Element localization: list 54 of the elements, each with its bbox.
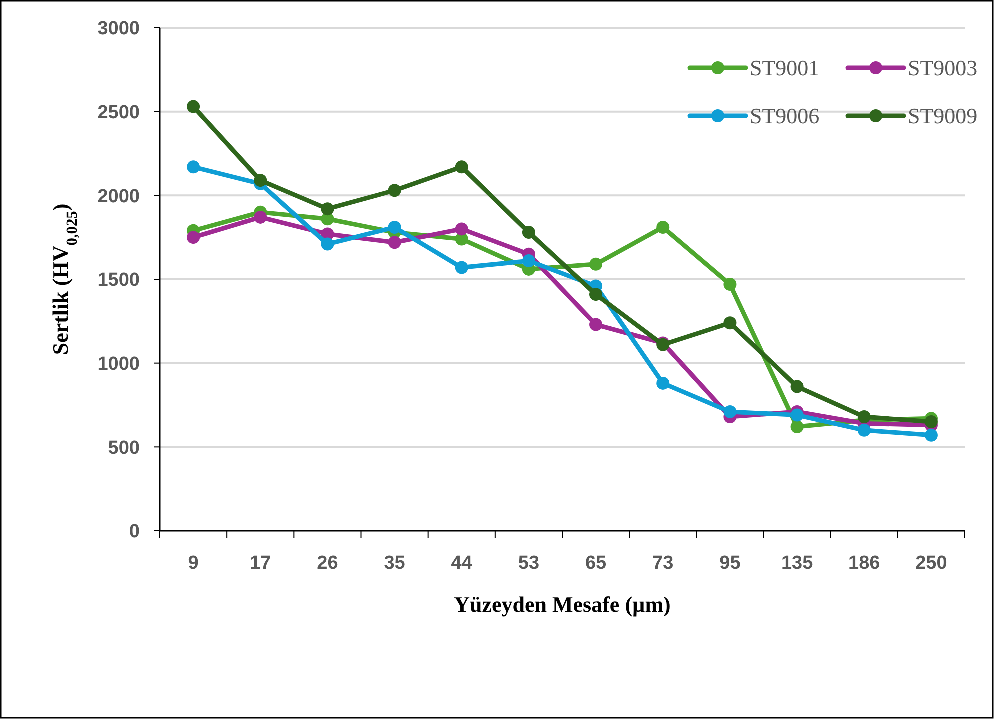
y-tick-label: 1500 bbox=[98, 270, 140, 292]
x-tick-label: 65 bbox=[585, 553, 608, 574]
point bbox=[455, 261, 468, 274]
point bbox=[388, 184, 402, 198]
point bbox=[858, 410, 871, 424]
point bbox=[187, 160, 200, 174]
point bbox=[321, 238, 334, 251]
legend-label: ST9001 bbox=[750, 56, 820, 81]
legend-label: ST9009 bbox=[908, 104, 978, 129]
point bbox=[187, 231, 200, 244]
point bbox=[790, 420, 804, 434]
legend-label: ST9003 bbox=[908, 56, 978, 81]
point bbox=[455, 160, 468, 174]
x-tick-label: 9 bbox=[188, 553, 199, 574]
x-tick-label: 26 bbox=[317, 553, 338, 574]
x-tick-label: 73 bbox=[652, 553, 674, 574]
point bbox=[656, 221, 670, 234]
y-tick-label: 500 bbox=[108, 438, 140, 459]
point bbox=[254, 210, 268, 224]
point bbox=[724, 405, 737, 418]
x-axis-title: Yüzeyden Mesafe (µm) bbox=[454, 592, 671, 617]
point bbox=[590, 288, 603, 302]
y-tick-label: 2000 bbox=[98, 186, 140, 208]
point bbox=[522, 254, 536, 268]
point bbox=[522, 226, 536, 240]
point bbox=[187, 100, 200, 114]
point bbox=[724, 316, 737, 330]
point bbox=[388, 221, 402, 234]
x-tick-label: 135 bbox=[781, 553, 814, 574]
point bbox=[254, 174, 268, 188]
y-tick-label: 1000 bbox=[98, 354, 140, 375]
point bbox=[321, 202, 334, 216]
point bbox=[924, 416, 938, 429]
x-tick-label: 250 bbox=[916, 553, 948, 574]
point bbox=[724, 278, 737, 292]
point bbox=[656, 376, 670, 390]
point bbox=[388, 236, 402, 250]
point bbox=[924, 428, 938, 442]
x-tick-label: 53 bbox=[518, 553, 540, 574]
point bbox=[790, 380, 804, 394]
x-tick-label: 17 bbox=[250, 553, 272, 574]
x-tick-label: 95 bbox=[720, 553, 742, 574]
x-tick-label: 186 bbox=[848, 553, 880, 574]
x-tick-label: 35 bbox=[384, 553, 406, 574]
point bbox=[858, 424, 871, 437]
point bbox=[455, 222, 468, 236]
point bbox=[590, 318, 603, 332]
y-tick-label: 2500 bbox=[98, 102, 140, 124]
x-tick-label: 44 bbox=[451, 553, 473, 574]
point bbox=[790, 408, 804, 422]
legend-label: ST9006 bbox=[750, 104, 820, 129]
y-tick-label: 0 bbox=[129, 522, 140, 543]
y-tick-label: 3000 bbox=[98, 18, 140, 40]
point bbox=[590, 258, 603, 271]
